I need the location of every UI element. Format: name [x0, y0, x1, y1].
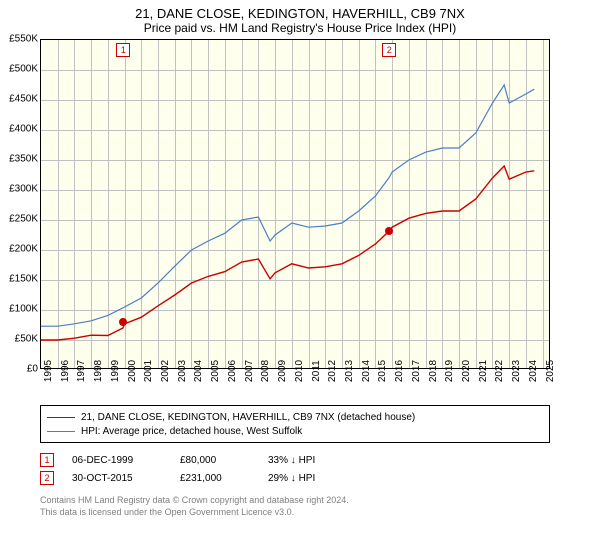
- chart-lines: [41, 40, 551, 370]
- sale-index-box: 1: [40, 453, 54, 467]
- legend-area: 21, DANE CLOSE, KEDINGTON, HAVERHILL, CB…: [40, 405, 550, 518]
- legend-item: HPI: Average price, detached house, West…: [47, 424, 543, 438]
- series-line-hpi: [41, 85, 534, 326]
- y-axis-label: £300K: [0, 184, 38, 195]
- sale-marker-callout: 1: [116, 43, 130, 57]
- y-axis-label: £100K: [0, 304, 38, 315]
- y-axis-label: £500K: [0, 64, 38, 75]
- y-axis-label: £250K: [0, 214, 38, 225]
- sale-date: 30-OCT-2015: [72, 473, 162, 484]
- chart-area: 12 £0£50K£100K£150K£200K£250K£300K£350K£…: [40, 39, 600, 399]
- legend-box: 21, DANE CLOSE, KEDINGTON, HAVERHILL, CB…: [40, 405, 550, 443]
- sale-marker-dot: [385, 227, 393, 235]
- chart-title: 21, DANE CLOSE, KEDINGTON, HAVERHILL, CB…: [0, 6, 600, 21]
- series-line-property: [41, 166, 534, 340]
- footer-attribution: Contains HM Land Registry data © Crown c…: [40, 495, 550, 518]
- y-axis-label: £550K: [0, 34, 38, 45]
- sale-index-box: 2: [40, 471, 54, 485]
- legend-item: 21, DANE CLOSE, KEDINGTON, HAVERHILL, CB…: [47, 410, 543, 424]
- y-axis-label: £450K: [0, 94, 38, 105]
- chart-subtitle: Price paid vs. HM Land Registry's House …: [0, 21, 600, 35]
- sale-date: 06-DEC-1999: [72, 455, 162, 466]
- sale-diff: 33% ↓ HPI: [268, 455, 358, 466]
- legend-swatch: [47, 431, 75, 432]
- legend-swatch: [47, 417, 75, 418]
- footer-line-2: This data is licensed under the Open Gov…: [40, 507, 550, 519]
- sale-diff: 29% ↓ HPI: [268, 473, 358, 484]
- sale-price: £80,000: [180, 455, 250, 466]
- legend-label: HPI: Average price, detached house, West…: [81, 426, 302, 437]
- plot-area: 12: [40, 39, 550, 369]
- y-axis-label: £200K: [0, 244, 38, 255]
- legend-label: 21, DANE CLOSE, KEDINGTON, HAVERHILL, CB…: [81, 412, 415, 423]
- sales-table: 1 06-DEC-1999 £80,000 33% ↓ HPI 2 30-OCT-2015…: [40, 451, 550, 487]
- sale-marker-callout: 2: [382, 43, 396, 57]
- sale-row: 1 06-DEC-1999 £80,000 33% ↓ HPI: [40, 451, 550, 469]
- y-axis-label: £50K: [0, 334, 38, 345]
- sale-price: £231,000: [180, 473, 250, 484]
- sale-marker-dot: [119, 318, 127, 326]
- sale-row: 2 30-OCT-2015 £231,000 29% ↓ HPI: [40, 469, 550, 487]
- footer-line-1: Contains HM Land Registry data © Crown c…: [40, 495, 550, 507]
- y-axis-label: £0: [0, 364, 38, 375]
- y-axis-label: £400K: [0, 124, 38, 135]
- y-axis-label: £350K: [0, 154, 38, 165]
- y-axis-label: £150K: [0, 274, 38, 285]
